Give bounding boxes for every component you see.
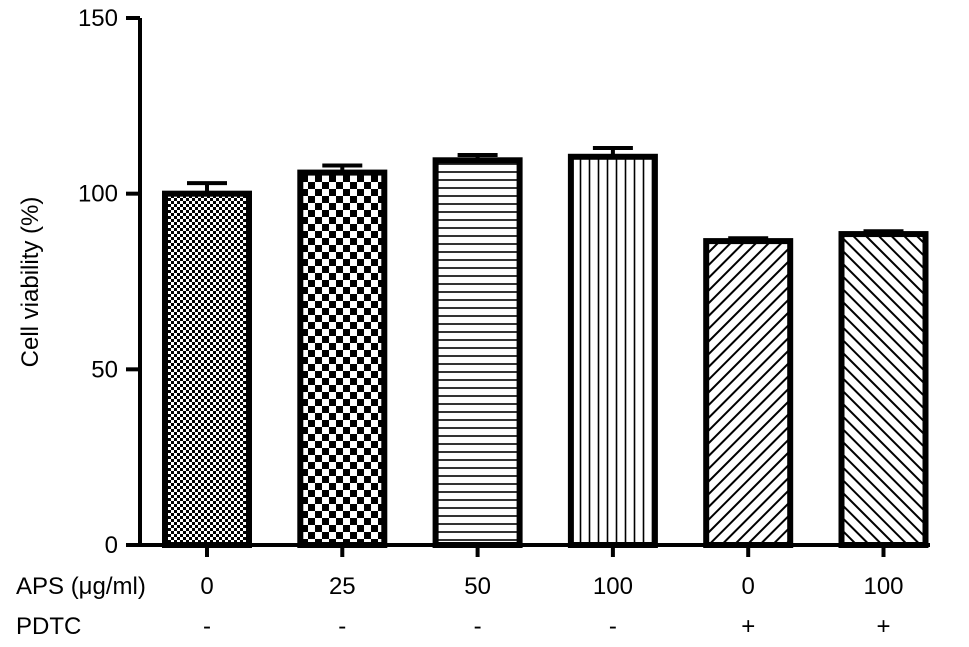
y-tick-label: 0 (105, 532, 118, 559)
aps-row-label: APS (μg/ml) (16, 573, 146, 600)
aps-value-label: 100 (593, 573, 633, 600)
bar (567, 153, 658, 548)
pdtc-value-label: - (338, 613, 346, 640)
error-bars-layer (187, 145, 904, 242)
y-tick-label: 100 (78, 181, 118, 208)
pdtc-value-label: + (876, 613, 890, 640)
error-bar (592, 145, 633, 157)
aps-value-label: 0 (742, 573, 755, 600)
bar (432, 157, 523, 548)
pdtc-value-label: - (203, 613, 211, 640)
bar (162, 190, 252, 549)
bars-layer (162, 153, 929, 549)
aps-value-label: 100 (863, 573, 903, 600)
axes-layer (138, 18, 930, 547)
x-category-labels: 0 - 25 - 50 - 100 - 0 +100 + (200, 545, 904, 640)
y-tick-label: 150 (78, 5, 118, 32)
error-bar (728, 236, 769, 242)
aps-value-label: 0 (200, 573, 213, 600)
error-bar (322, 163, 363, 173)
pdtc-value-label: - (474, 613, 482, 640)
y-ticks: 0 50 100 150 (78, 5, 140, 559)
bar (703, 238, 794, 548)
pdtc-row-label: PDTC (16, 613, 81, 640)
bar (838, 231, 929, 548)
bar (297, 169, 388, 548)
pdtc-value-label: + (741, 613, 755, 640)
error-bar (457, 153, 498, 161)
aps-value-label: 50 (464, 573, 491, 600)
error-bar (863, 229, 904, 235)
pdtc-value-label: - (609, 613, 617, 640)
error-bar (187, 181, 227, 194)
y-axis-title: Cell viability (%) (17, 197, 44, 368)
aps-value-label: 25 (329, 573, 356, 600)
y-tick-label: 50 (91, 356, 118, 383)
